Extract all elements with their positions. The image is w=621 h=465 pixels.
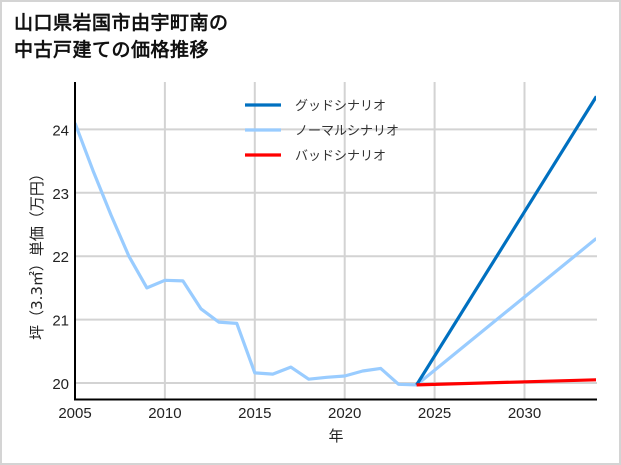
legend-label: バッドシナリオ [295, 149, 386, 164]
series-line-0 [415, 95, 596, 386]
chart-title: 山口県岩国市由宇町南の 中古戸建ての価格推移 [14, 10, 229, 64]
x-tick-label: 2015 [238, 405, 271, 422]
y-axis-label: 坪（3.3㎡）単価（万円） [28, 166, 46, 340]
x-axis-label: 年 [328, 427, 343, 445]
grid-lines [74, 82, 597, 399]
series-line-2 [416, 378, 596, 387]
y-tick-label: 20 [52, 376, 69, 393]
y-tick-label: 23 [52, 186, 69, 203]
y-tick-label: 21 [52, 313, 69, 330]
chart-title-line1: 山口県岩国市由宇町南の [14, 12, 229, 34]
x-tick-label: 2020 [328, 405, 361, 422]
axes [74, 82, 597, 401]
x-tick-label: 2010 [148, 405, 181, 422]
x-tick-label: 2030 [508, 405, 541, 422]
chart-title-line2: 中古戸建ての価格推移 [14, 39, 210, 61]
x-tick-label: 2005 [58, 405, 91, 422]
legend-label: ノーマルシナリオ [295, 124, 399, 139]
x-tick-label: 2025 [418, 405, 451, 422]
x-tick-labels: 2005 2010 2015 2020 2025 2030 [58, 405, 541, 422]
y-tick-label: 22 [52, 249, 69, 266]
series-line-1 [75, 122, 596, 387]
y-tick-label: 24 [52, 122, 69, 139]
y-tick-labels: 20 21 22 23 24 [52, 122, 69, 393]
plot-series [75, 95, 596, 387]
legend-label: グッドシナリオ [295, 99, 386, 114]
